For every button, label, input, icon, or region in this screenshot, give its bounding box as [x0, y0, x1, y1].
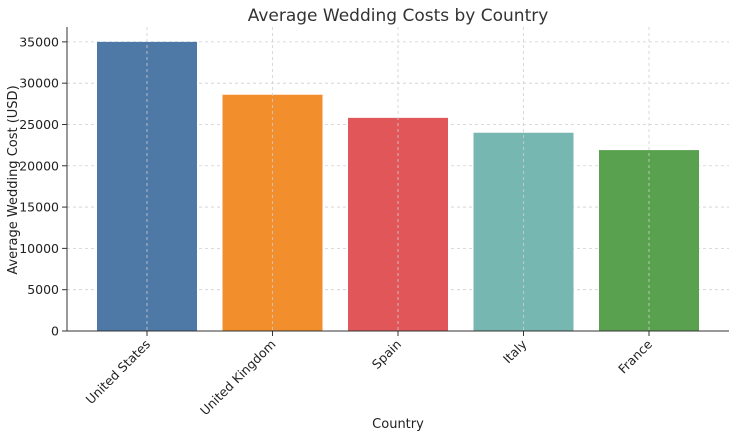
chart-title: Average Wedding Costs by Country	[248, 6, 549, 26]
y-tick-label: 35000	[19, 34, 59, 49]
x-axis-label: Country	[372, 417, 424, 432]
y-ticks: 0 5000 10000 15000 20000 25000 30000 35000	[19, 34, 67, 339]
y-tick-label: 5000	[27, 282, 59, 297]
x-tick-label: United Kingdom	[197, 337, 279, 419]
y-tick-label: 10000	[19, 241, 59, 256]
y-tick-label: 0	[51, 324, 59, 339]
x-tick-label: Italy	[500, 336, 530, 366]
bar	[599, 150, 699, 331]
x-tick-label: United States	[83, 337, 153, 407]
x-ticks: United States United Kingdom Spain Italy Fra…	[83, 331, 655, 419]
y-tick-label: 15000	[19, 200, 59, 215]
y-axis-label: Average Wedding Cost (USD)	[6, 85, 21, 274]
y-tick-label: 20000	[19, 158, 59, 173]
vertical-gridlines	[146, 27, 650, 331]
bar	[97, 41, 197, 331]
x-tick-label: Spain	[369, 337, 404, 372]
y-tick-label: 30000	[19, 76, 59, 91]
y-tick-label: 25000	[19, 117, 59, 132]
x-tick-label: France	[615, 336, 655, 376]
